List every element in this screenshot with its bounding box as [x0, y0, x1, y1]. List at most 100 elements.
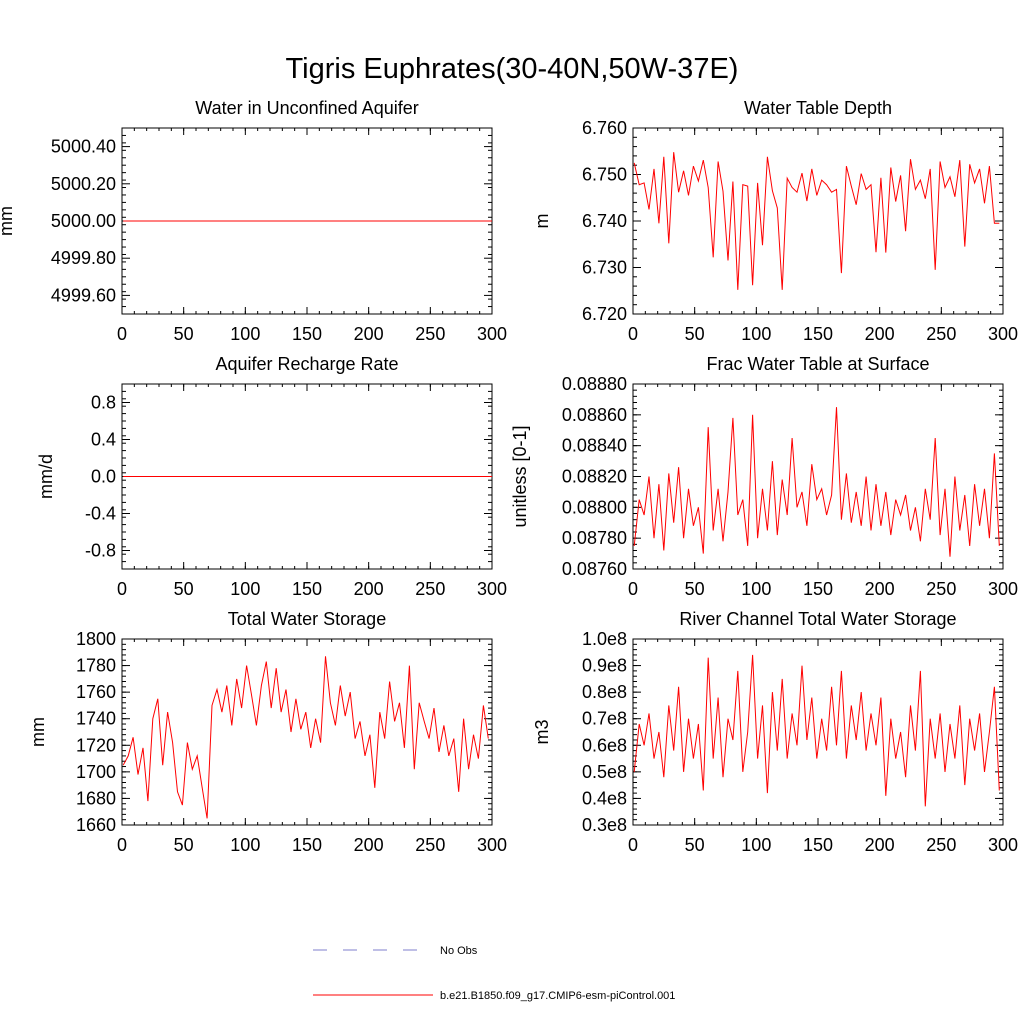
- x-tick-label: 300: [988, 324, 1018, 344]
- data-series-line: [633, 152, 1000, 290]
- y-tick-label: 0.6e8: [582, 735, 627, 755]
- x-tick-label: 0: [117, 579, 127, 599]
- y-tick-label: 0.9e8: [582, 656, 627, 676]
- x-tick-label: 150: [292, 324, 322, 344]
- plot-frame: [632, 127, 1004, 315]
- x-axis: 0 50 100 150 200 250 300: [117, 384, 507, 599]
- y-tick-label: 1660: [76, 815, 116, 835]
- panel-title: Frac Water Table at Surface: [706, 354, 929, 374]
- x-tick-label: 300: [477, 579, 507, 599]
- x-tick-label: 100: [230, 579, 260, 599]
- x-tick-label: 200: [865, 579, 895, 599]
- y-tick-label: -0.8: [85, 541, 116, 561]
- y-tick-label: 1.0e8: [582, 629, 627, 649]
- x-tick-label: 100: [741, 579, 771, 599]
- y-axis-label: m3: [532, 719, 552, 744]
- y-axis: 1660 1680 1700 1720 1740 1760 1780 1800: [76, 629, 492, 835]
- y-tick-label: 1700: [76, 762, 116, 782]
- y-tick-label: 4999.60: [51, 285, 116, 305]
- y-tick-label: 0.4: [91, 430, 116, 450]
- panel-frac-water-table-surface: Frac Water Table at Surface 0 50 100 150 200 2…: [510, 354, 1018, 599]
- x-tick-label: 200: [354, 324, 384, 344]
- x-tick-label: 50: [174, 835, 194, 855]
- y-tick-label: 0.08760: [562, 559, 627, 579]
- y-tick-label: 1740: [76, 709, 116, 729]
- x-axis: 0 50 100 150 200 250 300: [628, 128, 1018, 344]
- y-tick-label: 0.08880: [562, 374, 627, 394]
- x-tick-label: 0: [628, 835, 638, 855]
- y-tick-label: 0.08860: [562, 405, 627, 425]
- y-tick-label: 6.720: [582, 304, 627, 324]
- x-tick-label: 250: [415, 324, 445, 344]
- x-tick-label: 50: [174, 324, 194, 344]
- x-tick-label: 100: [230, 324, 260, 344]
- panel-title: River Channel Total Water Storage: [679, 609, 956, 629]
- y-tick-label: 0.8: [91, 393, 116, 413]
- y-tick-label: 1720: [76, 735, 116, 755]
- y-tick-label: 0.3e8: [582, 815, 627, 835]
- y-tick-label: 4999.80: [51, 248, 116, 268]
- x-tick-label: 0: [628, 324, 638, 344]
- x-tick-label: 250: [926, 579, 956, 599]
- y-tick-label: 0.4e8: [582, 788, 627, 808]
- y-axis: 0.08760 0.08780 0.08800 0.08820 0.08840 0.088…: [562, 374, 1003, 579]
- x-tick-label: 150: [803, 579, 833, 599]
- y-tick-label: 5000.40: [51, 137, 116, 157]
- panel-title: Water in Unconfined Aquifer: [195, 98, 418, 118]
- legend: No Obs b.e21.B1850.f09_g17.CMIP6-esm-piC…: [313, 945, 675, 1002]
- y-tick-label: 0.7e8: [582, 709, 627, 729]
- x-tick-label: 0: [117, 835, 127, 855]
- y-tick-label: 6.760: [582, 118, 627, 138]
- panel-river-channel-storage: River Channel Total Water Storage 0 50 100 1…: [532, 609, 1018, 855]
- y-tick-label: 1760: [76, 682, 116, 702]
- x-tick-label: 150: [292, 579, 322, 599]
- y-axis-label: mm/d: [36, 454, 56, 499]
- y-tick-label: 1800: [76, 629, 116, 649]
- x-tick-label: 150: [803, 835, 833, 855]
- x-tick-label: 250: [926, 835, 956, 855]
- y-tick-label: 6.740: [582, 211, 627, 231]
- x-tick-label: 200: [354, 579, 384, 599]
- figure-title: Tigris Euphrates(30-40N,50W-37E): [286, 53, 739, 85]
- x-tick-label: 50: [685, 324, 705, 344]
- y-tick-label: 0.08800: [562, 497, 627, 517]
- y-axis: 6.720 6.730 6.740 6.750 6.760: [582, 118, 1003, 324]
- panel-title: Water Table Depth: [744, 98, 892, 118]
- y-axis-label: mm: [0, 206, 16, 236]
- plot-frame: [632, 638, 1004, 826]
- x-tick-label: 100: [230, 835, 260, 855]
- y-axis: -0.8 -0.4 0.0 0.4 0.8: [85, 383, 492, 570]
- x-tick-label: 0: [628, 579, 638, 599]
- y-axis: 0.3e8 0.4e8 0.5e8 0.6e8 0.7e8 0.8e8 0.9e8 1.0e8: [582, 629, 1003, 835]
- panel-unconfined-aquifer: Water in Unconfined Aquifer 0 50 100 150 200 2…: [0, 98, 507, 344]
- x-tick-label: 300: [988, 579, 1018, 599]
- x-tick-label: 150: [803, 324, 833, 344]
- y-axis-label: mm: [28, 717, 48, 747]
- data-series-line: [122, 656, 489, 819]
- x-axis: 0 50 100 150 200 250 300: [628, 639, 1018, 855]
- x-tick-label: 300: [477, 324, 507, 344]
- y-tick-label: 6.750: [582, 165, 627, 185]
- y-tick-label: 5000.00: [51, 211, 116, 231]
- panel-title: Aquifer Recharge Rate: [215, 354, 398, 374]
- x-axis: 0 50 100 150 200 250 300: [628, 384, 1018, 599]
- legend-label-no-obs: No Obs: [440, 945, 478, 957]
- y-tick-label: 1780: [76, 656, 116, 676]
- y-axis-label: m: [532, 214, 552, 229]
- x-tick-label: 300: [988, 835, 1018, 855]
- x-tick-label: 200: [865, 324, 895, 344]
- x-tick-label: 200: [354, 835, 384, 855]
- x-tick-label: 50: [685, 579, 705, 599]
- x-tick-label: 250: [415, 835, 445, 855]
- x-tick-label: 50: [685, 835, 705, 855]
- y-tick-label: 0.08840: [562, 436, 627, 456]
- y-tick-label: 0.5e8: [582, 762, 627, 782]
- x-tick-label: 100: [741, 324, 771, 344]
- y-tick-label: 5000.20: [51, 174, 116, 194]
- y-tick-label: 0.8e8: [582, 682, 627, 702]
- x-tick-label: 300: [477, 835, 507, 855]
- panel-title: Total Water Storage: [228, 609, 386, 629]
